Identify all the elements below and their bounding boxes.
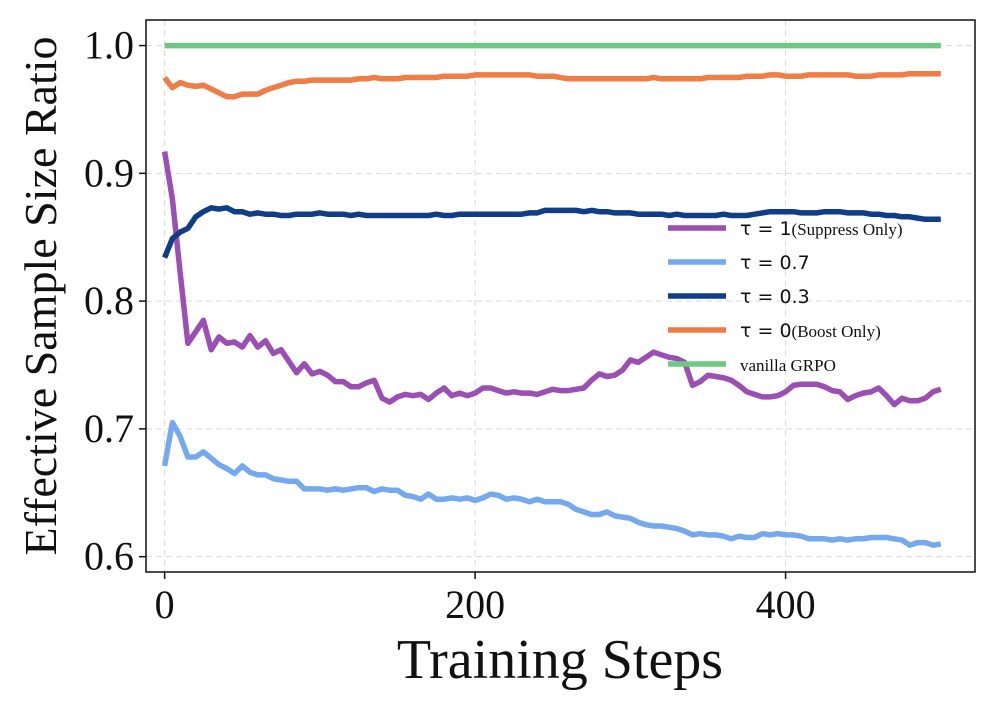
legend-label: τ = 0.7 xyxy=(740,252,810,274)
legend-label-note: vanilla GRPO xyxy=(740,356,836,375)
series-line-1 xyxy=(161,419,942,548)
y-tick-label: 1.0 xyxy=(84,23,134,68)
y-axis-title: Effective Sample Size Ratio xyxy=(15,36,66,555)
legend-label-note: (Suppress Only) xyxy=(792,220,903,239)
x-tick-label: 0 xyxy=(155,582,175,627)
x-tick-label: 400 xyxy=(756,582,816,627)
y-tick-label: 0.6 xyxy=(84,534,134,579)
legend-label: τ = 1(Suppress Only) xyxy=(740,218,903,240)
legend-label-math: τ = 0.7 xyxy=(740,252,810,274)
legend-label: vanilla GRPO xyxy=(740,356,836,375)
series-layer xyxy=(161,42,942,548)
x-axis-title: Training Steps xyxy=(397,629,723,691)
y-tick-label: 0.8 xyxy=(84,278,134,323)
y-tick-label: 0.9 xyxy=(84,150,134,195)
legend-label-math: τ = 1 xyxy=(740,218,792,240)
x-tick-label: 200 xyxy=(445,582,505,627)
ticks: 0 200 400 0.6 0.7 0.8 0.9 1.0 xyxy=(84,23,816,627)
series-line-3 xyxy=(162,70,941,100)
series-line-0 xyxy=(161,151,942,408)
legend-label: τ = 0(Boost Only) xyxy=(740,320,881,342)
legend-label-math: τ = 0.3 xyxy=(740,286,810,308)
series-line-2 xyxy=(162,205,941,259)
legend-label-note: (Boost Only) xyxy=(792,322,881,341)
legend-label: τ = 0.3 xyxy=(740,286,810,308)
legend: τ = 1(Suppress Only)τ = 0.7τ = 0.3τ = 0(… xyxy=(668,218,903,375)
plot-frame xyxy=(145,19,976,573)
y-tick-label: 0.7 xyxy=(84,406,134,451)
legend-label-math: τ = 0 xyxy=(740,320,792,342)
